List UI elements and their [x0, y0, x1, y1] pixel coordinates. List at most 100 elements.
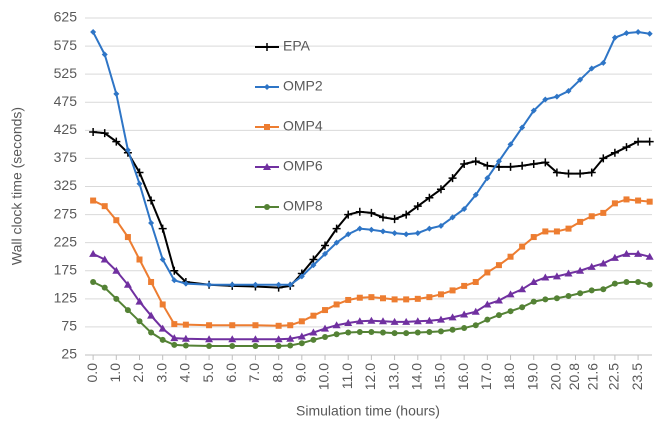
marker — [345, 329, 352, 336]
marker — [461, 205, 468, 212]
marker — [599, 259, 608, 267]
marker — [484, 316, 491, 323]
marker — [252, 322, 259, 329]
marker — [483, 161, 492, 170]
marker — [287, 322, 294, 329]
marker — [332, 321, 341, 329]
marker — [437, 291, 444, 298]
marker — [552, 168, 561, 177]
y-tick-label: 525 — [54, 65, 78, 81]
marker — [182, 321, 189, 328]
marker — [113, 90, 120, 97]
marker — [333, 239, 340, 246]
marker — [518, 161, 527, 170]
marker — [170, 266, 179, 275]
marker — [542, 228, 549, 235]
marker — [356, 225, 363, 232]
marker — [472, 278, 479, 285]
marker — [565, 293, 572, 300]
x-axis-label: Simulation time (hours) — [296, 403, 440, 419]
marker — [471, 307, 480, 315]
marker — [321, 324, 330, 332]
marker — [611, 200, 618, 207]
x-tick-label: 15.0 — [432, 363, 448, 390]
marker — [344, 210, 353, 219]
marker — [89, 249, 98, 257]
marker — [356, 328, 363, 335]
marker — [367, 316, 376, 324]
marker — [229, 322, 236, 329]
legend-label: OMP8 — [283, 198, 323, 214]
marker — [577, 290, 584, 297]
marker — [507, 253, 514, 260]
marker — [437, 328, 444, 335]
marker — [413, 202, 422, 211]
marker — [298, 273, 305, 280]
marker — [530, 107, 537, 114]
marker — [622, 249, 631, 257]
legend-label: OMP4 — [283, 118, 323, 134]
marker — [564, 269, 573, 277]
marker — [100, 255, 109, 263]
marker — [414, 295, 421, 302]
marker — [588, 65, 595, 72]
marker — [124, 146, 131, 153]
x-tick-label: 8.0 — [269, 363, 285, 383]
marker — [322, 250, 329, 257]
marker — [449, 326, 456, 333]
marker — [391, 330, 398, 337]
marker — [600, 209, 607, 216]
marker — [332, 224, 341, 233]
x-tick-label: 20.8 — [566, 363, 582, 390]
marker — [309, 328, 318, 336]
marker — [530, 298, 537, 305]
marker — [148, 329, 155, 336]
marker — [367, 208, 376, 217]
marker — [182, 280, 189, 287]
x-tick-label: 0.0 — [84, 363, 100, 383]
marker — [611, 280, 618, 287]
marker — [286, 334, 295, 342]
marker — [600, 286, 607, 293]
marker — [148, 278, 155, 285]
marker — [472, 191, 479, 198]
marker — [368, 294, 375, 301]
marker — [635, 197, 642, 204]
marker — [123, 280, 132, 288]
marker — [519, 124, 526, 131]
marker — [448, 174, 457, 183]
marker — [206, 322, 213, 329]
marker — [379, 295, 386, 302]
y-tick-label: 475 — [54, 93, 78, 109]
marker — [205, 335, 214, 343]
marker — [206, 281, 213, 288]
marker — [426, 294, 433, 301]
marker — [310, 336, 317, 343]
marker — [182, 342, 189, 349]
x-tick-label: 3.0 — [153, 363, 169, 383]
marker — [611, 34, 618, 41]
marker — [171, 341, 178, 348]
marker — [170, 334, 179, 342]
marker — [645, 137, 654, 146]
marker — [100, 129, 109, 138]
x-tick-label: 5.0 — [200, 363, 216, 383]
marker — [101, 284, 108, 291]
y-tick-label: 625 — [54, 9, 78, 25]
marker — [494, 296, 503, 304]
marker — [158, 324, 167, 332]
marker — [507, 308, 514, 315]
legend-marker — [263, 43, 271, 51]
marker — [426, 328, 433, 335]
marker — [541, 158, 550, 167]
y-tick-label: 425 — [54, 121, 78, 137]
marker — [159, 336, 166, 343]
x-tick-label: 18.0 — [501, 363, 517, 390]
marker — [622, 143, 631, 152]
legend-marker — [264, 84, 270, 90]
marker — [356, 294, 363, 301]
marker — [229, 343, 236, 350]
legend-label: OMP6 — [283, 158, 323, 174]
x-tick-label: 22.5 — [606, 363, 622, 390]
marker — [530, 234, 537, 241]
